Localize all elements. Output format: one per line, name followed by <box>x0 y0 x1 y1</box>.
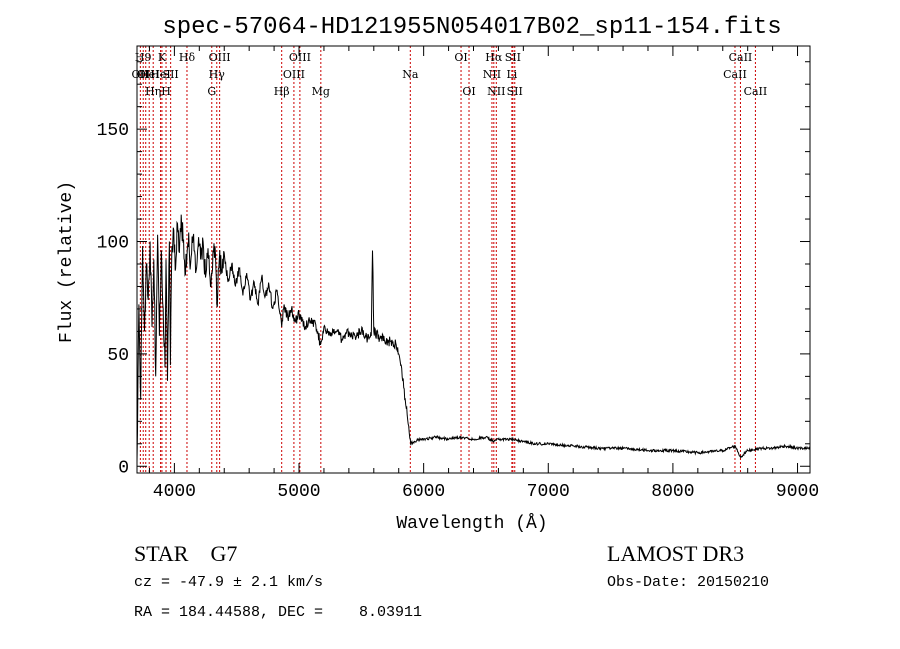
line-marker-label: Li <box>506 68 517 81</box>
redshift-info: cz = -47.9 ± 2.1 km/s <box>134 574 324 591</box>
x-axis-label: Wavelength (Å) <box>396 513 547 534</box>
line-marker-label: Mg <box>312 85 330 98</box>
line-marker-label: NII <box>487 85 505 98</box>
x-tick-label: 6000 <box>402 482 445 502</box>
line-marker-label: K <box>158 51 167 64</box>
line-marker-label: OI <box>454 51 467 64</box>
x-tick-label: 9000 <box>776 482 819 502</box>
y-axis-label: Flux (relative) <box>57 181 77 343</box>
line-marker-label: OII <box>137 68 155 81</box>
line-marker-label: G <box>207 85 216 98</box>
line-marker-label: Na <box>402 68 419 81</box>
line-marker-label: Hη <box>145 85 161 98</box>
y-tick-label: 150 <box>97 121 129 141</box>
x-tick-label: 5000 <box>277 482 320 502</box>
line-marker-label: H <box>161 85 171 98</box>
y-tick-label: 100 <box>97 234 129 254</box>
line-marker-label: OIII <box>209 51 231 64</box>
line-marker-label: CaII <box>723 68 747 81</box>
object-class: STAR G7 <box>134 541 238 566</box>
spectrum-line <box>136 214 811 462</box>
line-marker-label: OI <box>462 85 475 98</box>
line-marker-label: OIII <box>289 51 311 64</box>
line-marker-label: OIII <box>283 68 305 81</box>
line-marker-label: HeI <box>150 68 170 81</box>
line-marker-label: NII <box>483 68 501 81</box>
line-marker-label: CaII <box>729 51 753 64</box>
line-marker-label: Hγ <box>209 68 226 81</box>
line-marker-label: SII <box>507 85 523 98</box>
line-marker-label: SII <box>505 51 521 64</box>
line-marker-label: HeI <box>139 68 159 81</box>
line-marker-label: OII <box>132 68 150 81</box>
x-tick-label: 7000 <box>527 482 570 502</box>
coordinates-info: RA = 184.44588, DEC = 8.03911 <box>134 604 423 621</box>
plot-frame <box>136 45 811 474</box>
line-marker-label: Hα <box>485 51 503 64</box>
y-tick-label: 0 <box>118 458 129 478</box>
y-tick-label: 50 <box>107 346 129 366</box>
chart-title: spec-57064-HD121955N054017B02_sp11-154.f… <box>162 14 781 41</box>
observation-date: Obs-Date: 20150210 <box>607 574 770 591</box>
line-marker-label: H9 <box>135 51 152 64</box>
line-marker-labels: OIIH9OIIHeIHηHeIKHSIIHδGHγOIIIHβOIIIOIII… <box>132 51 768 98</box>
line-marker-label: Hδ <box>179 51 196 64</box>
line-marker-label: Hβ <box>274 85 290 98</box>
x-axis: 4000 5000 6000 7000 8000 9000 <box>148 46 819 502</box>
y-axis: 0 50 100 150 <box>97 61 810 478</box>
x-tick-label: 8000 <box>651 482 694 502</box>
x-tick-label: 4000 <box>153 482 196 502</box>
line-marker-label: SII <box>163 68 179 81</box>
survey-label: LAMOST DR3 <box>607 541 745 566</box>
line-markers <box>139 46 756 473</box>
line-marker-label: CaII <box>744 85 768 98</box>
